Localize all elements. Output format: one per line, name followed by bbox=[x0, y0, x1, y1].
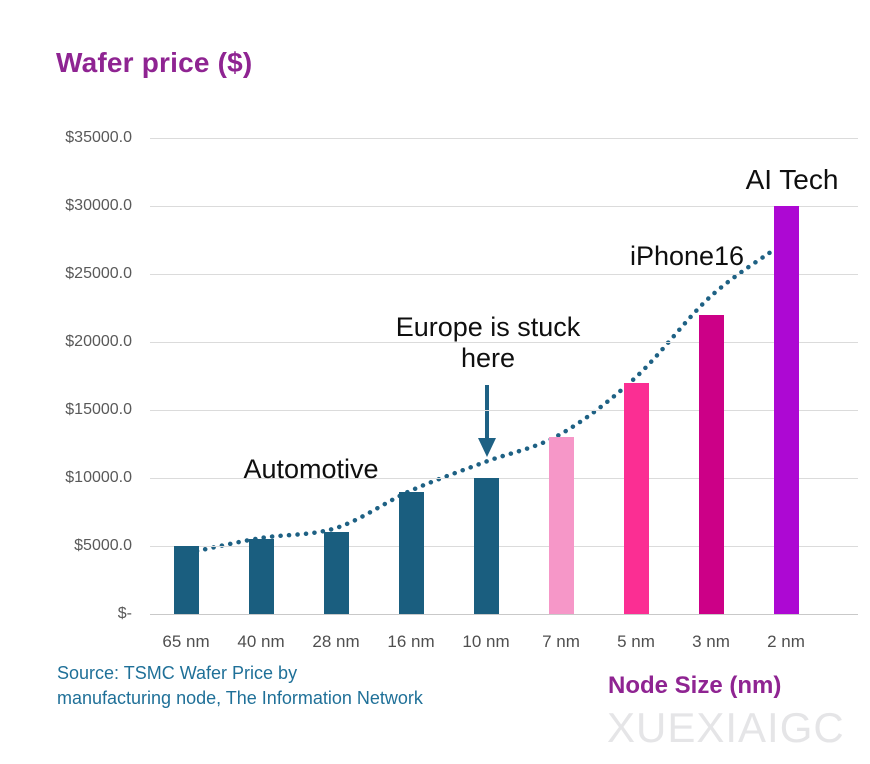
bar-28-nm bbox=[323, 532, 349, 614]
annotation-europe-stuck: Europe is stuck here bbox=[395, 312, 581, 373]
y-axis-tick-label: $25000.0 bbox=[65, 265, 132, 282]
watermark: XUEXIAIGC bbox=[607, 704, 845, 751]
x-axis-tick-label: 3 nm bbox=[692, 632, 730, 651]
bar-10-nm bbox=[473, 478, 499, 614]
plot-area: 65 nm 40 nm 28 nm 16 nm 10 nm 7 nm 5 nm 3 nm 2 n… bbox=[150, 137, 858, 651]
gridline bbox=[150, 341, 858, 343]
x-axis-tick-label: 10 nm bbox=[462, 632, 510, 651]
x-axis-tick-label: 40 nm bbox=[237, 632, 285, 651]
annotation-iphone16: iPhone16 bbox=[629, 241, 745, 271]
bar-7-nm bbox=[548, 437, 574, 614]
bar-16-nm bbox=[398, 491, 424, 614]
x-axis-title: Node Size (nm) bbox=[608, 672, 782, 699]
annotation-arrow bbox=[478, 385, 496, 457]
gridline bbox=[150, 477, 858, 479]
y-axis-tick-label: $15000.0 bbox=[65, 401, 132, 418]
y-axis-tick-label: $10000.0 bbox=[65, 469, 132, 486]
gridline bbox=[150, 273, 858, 275]
chart-title: Wafer price ($) bbox=[56, 47, 253, 78]
annotation-automotive: Automotive bbox=[243, 454, 379, 484]
x-axis-baseline bbox=[150, 613, 858, 615]
x-axis-tick-label: 16 nm bbox=[387, 632, 435, 651]
gridline bbox=[150, 545, 858, 547]
y-axis-tick-label: $30000.0 bbox=[65, 197, 132, 214]
y-axis-tick-label: $20000.0 bbox=[65, 333, 132, 350]
bar-65-nm bbox=[173, 546, 199, 614]
gridline bbox=[150, 205, 858, 207]
y-axis-tick-label: $5000.0 bbox=[74, 537, 132, 554]
y-axis-tick-label: $35000.0 bbox=[65, 129, 132, 146]
bar-40-nm bbox=[248, 539, 274, 614]
annotation-ai-tech: AI Tech bbox=[745, 164, 839, 195]
source-note: Source: TSMC Wafer Price by manufacturin… bbox=[57, 661, 423, 711]
x-axis-tick-label: 7 nm bbox=[542, 632, 580, 651]
x-axis-tick-label: 65 nm bbox=[162, 632, 210, 651]
source-note-line2: manufacturing node, The Information Netw… bbox=[57, 688, 423, 708]
x-axis-tick-label: 5 nm bbox=[617, 632, 655, 651]
bar-3-nm bbox=[698, 314, 724, 614]
x-axis-tick-label: 28 nm bbox=[312, 632, 360, 651]
source-note-line1: Source: TSMC Wafer Price by bbox=[57, 663, 298, 683]
x-axis-tick-label: 2 nm bbox=[767, 632, 805, 651]
bar-2-nm bbox=[773, 206, 799, 614]
gridline bbox=[150, 137, 858, 139]
bar-5-nm bbox=[623, 382, 649, 614]
y-axis-tick-label: $- bbox=[117, 605, 132, 622]
gridline bbox=[150, 409, 858, 411]
